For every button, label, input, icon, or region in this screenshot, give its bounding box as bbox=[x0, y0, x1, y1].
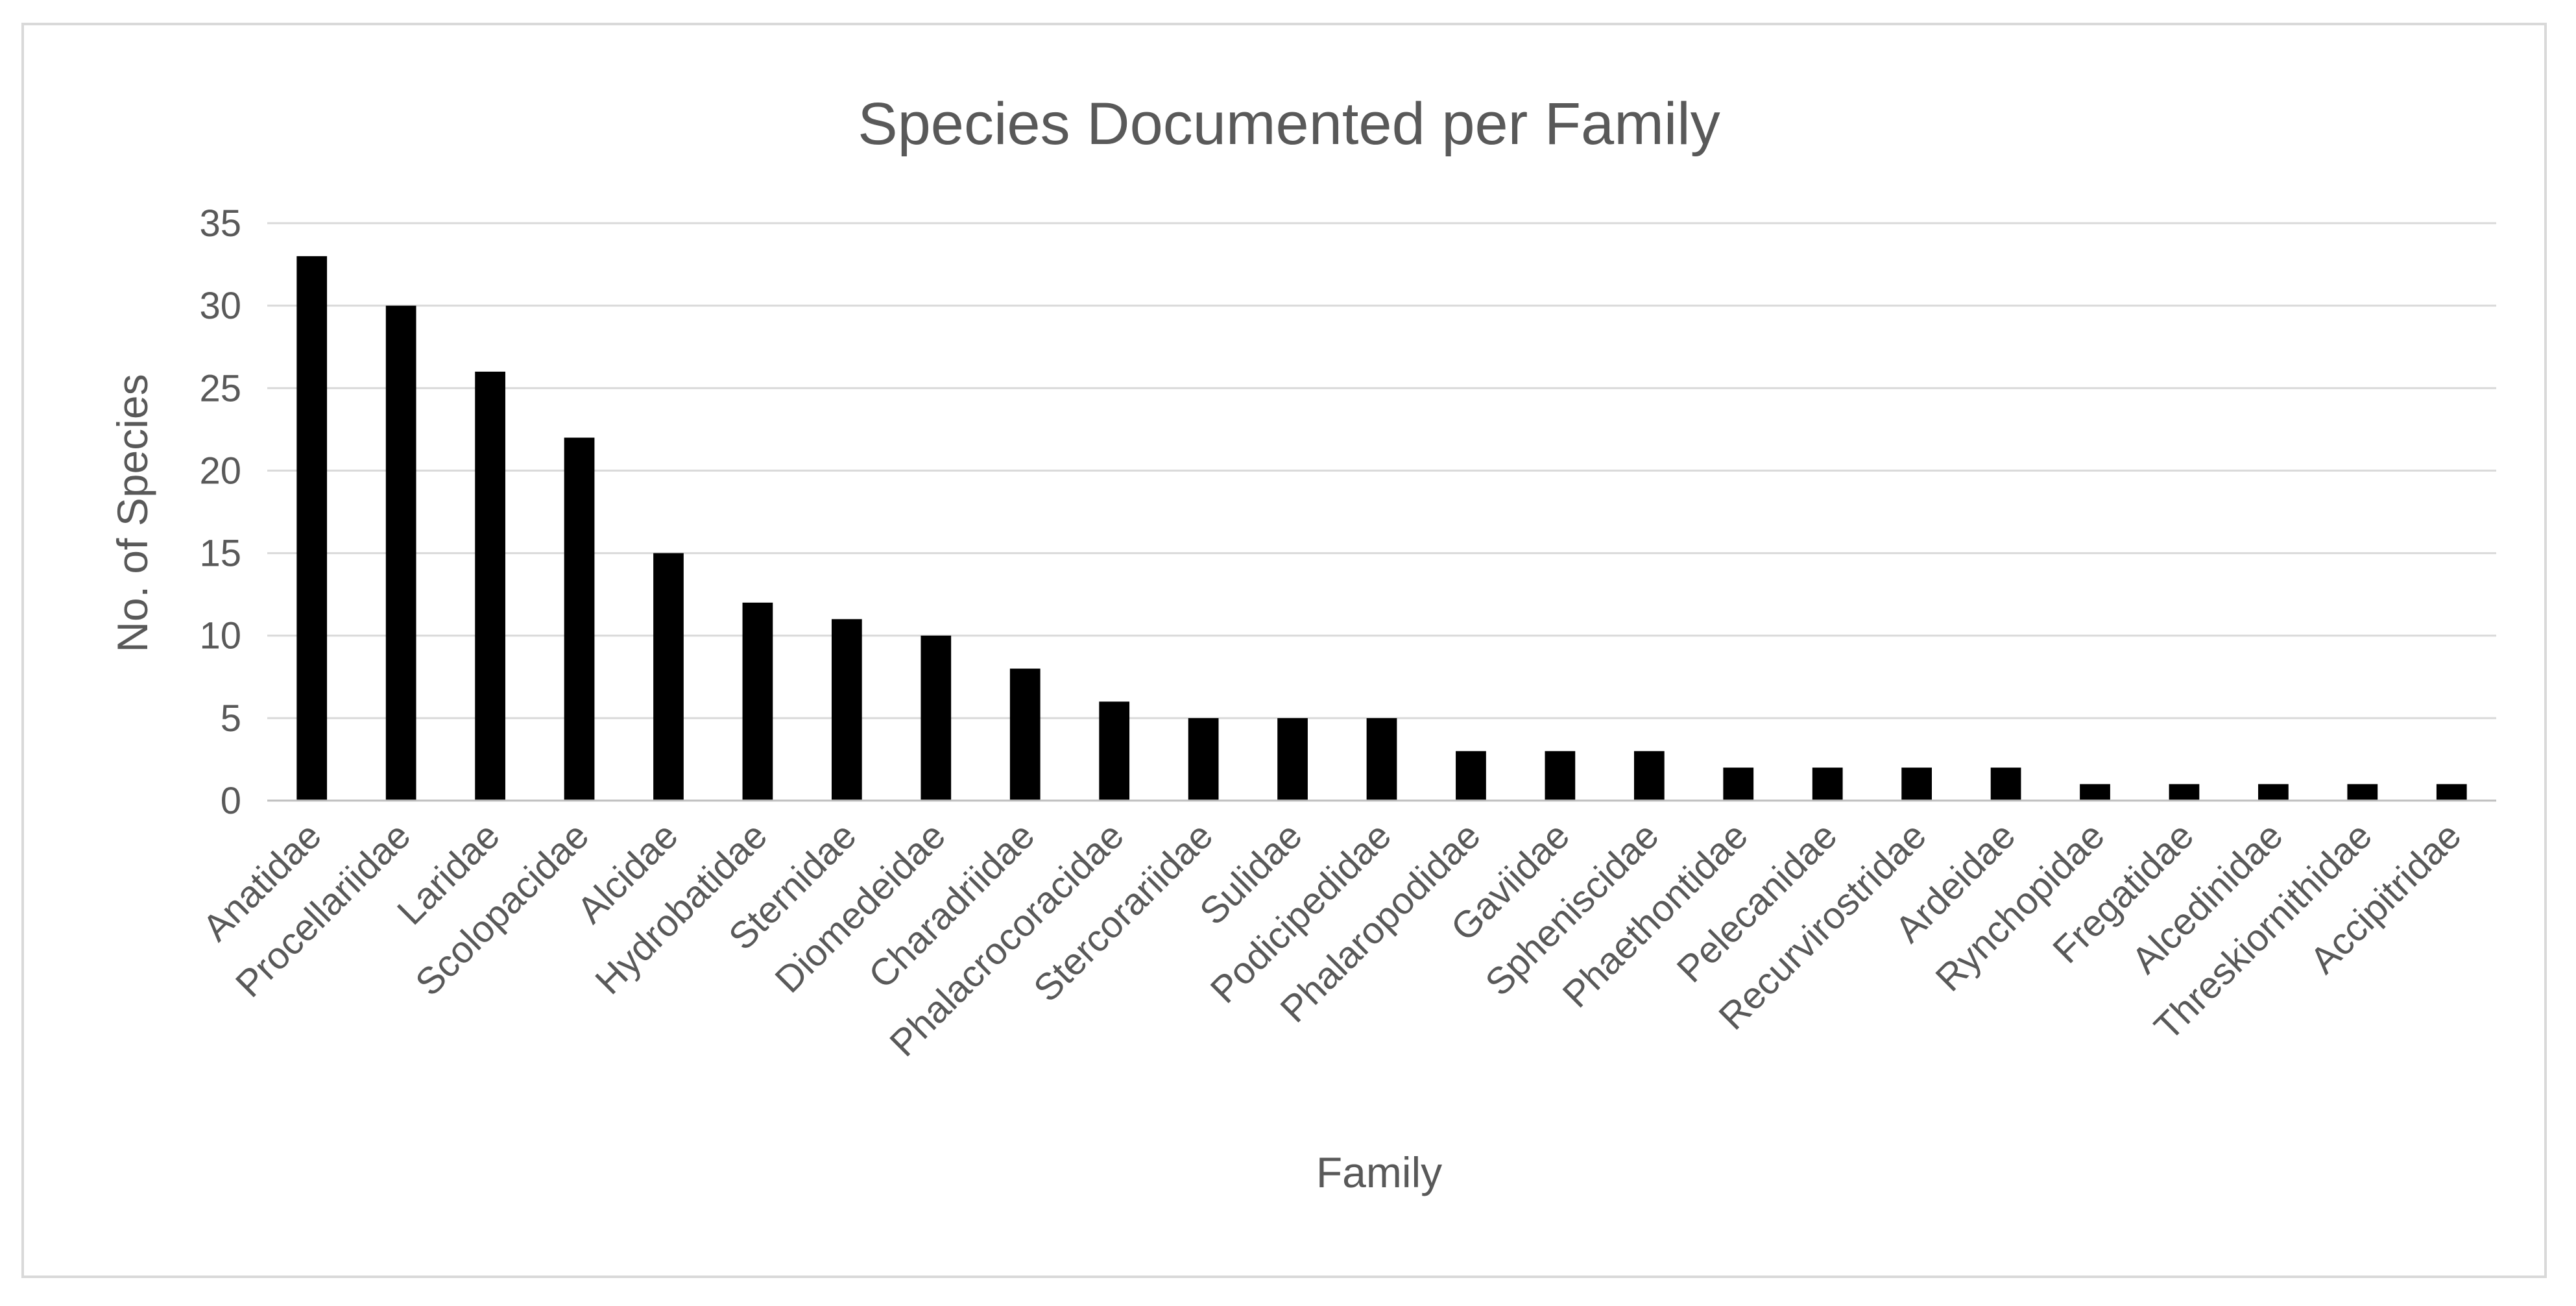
bar-accipitridae bbox=[2436, 784, 2467, 801]
y-axis-ticks: 0 5 10 15 20 25 30 35 bbox=[199, 202, 241, 822]
bar-sternidae bbox=[831, 619, 862, 801]
x-axis-title: Family bbox=[1316, 1148, 1442, 1196]
bar-threskiornithidae bbox=[2347, 784, 2378, 801]
bar-rynchopidae bbox=[2080, 784, 2110, 801]
y-axis-title: No. of Species bbox=[108, 374, 156, 652]
y-tick-label: 10 bbox=[199, 615, 241, 657]
bar-alcedinidae bbox=[2258, 784, 2289, 801]
bar-fregatidae bbox=[2169, 784, 2200, 801]
bar-procellariidae bbox=[385, 306, 416, 801]
bar-phaethontidae bbox=[1723, 768, 1754, 801]
bar-diomedeidae bbox=[921, 635, 952, 801]
bar-charadriidae bbox=[1009, 668, 1041, 801]
bar-laridae bbox=[475, 371, 505, 801]
bar-hydrobatidae bbox=[742, 602, 773, 801]
bar-gaviidae bbox=[1545, 751, 1576, 801]
bar-alcidae bbox=[653, 553, 684, 801]
y-tick-label: 20 bbox=[199, 450, 241, 492]
x-axis-categories: AnatidaeProcellariidaeLaridaeScolopacida… bbox=[195, 814, 2469, 1065]
chart-title: Species Documented per Family bbox=[858, 91, 1720, 157]
y-tick-label: 30 bbox=[199, 285, 241, 327]
y-tick-label: 35 bbox=[199, 202, 241, 245]
y-tick-label: 15 bbox=[199, 533, 241, 575]
bar-pelecanidae bbox=[1812, 768, 1843, 801]
y-tick-label: 5 bbox=[221, 697, 241, 740]
bars bbox=[296, 256, 2467, 801]
bar-phalacrocoracidae bbox=[1099, 701, 1130, 801]
bar-ardeidae bbox=[1990, 768, 2021, 801]
y-tick-label: 0 bbox=[221, 780, 241, 822]
bar-recurvirostridae bbox=[1901, 768, 1932, 801]
bar-scolopacidae bbox=[564, 437, 595, 801]
gridlines bbox=[267, 222, 2496, 720]
bar-stercorariidae bbox=[1188, 718, 1219, 801]
bar-chart: Species Documented per Family 0 5 10 15 20 25… bbox=[108, 91, 2496, 1196]
y-tick-label: 25 bbox=[199, 367, 241, 409]
bar-phalaropodidae bbox=[1456, 751, 1486, 801]
bar-anatidae bbox=[296, 256, 328, 801]
bar-podicipedidae bbox=[1366, 718, 1397, 801]
bar-spheniscidae bbox=[1633, 751, 1665, 801]
bar-sulidae bbox=[1277, 718, 1308, 801]
chart-frame: Species Documented per Family 0 5 10 15 20 25… bbox=[21, 23, 2547, 1278]
